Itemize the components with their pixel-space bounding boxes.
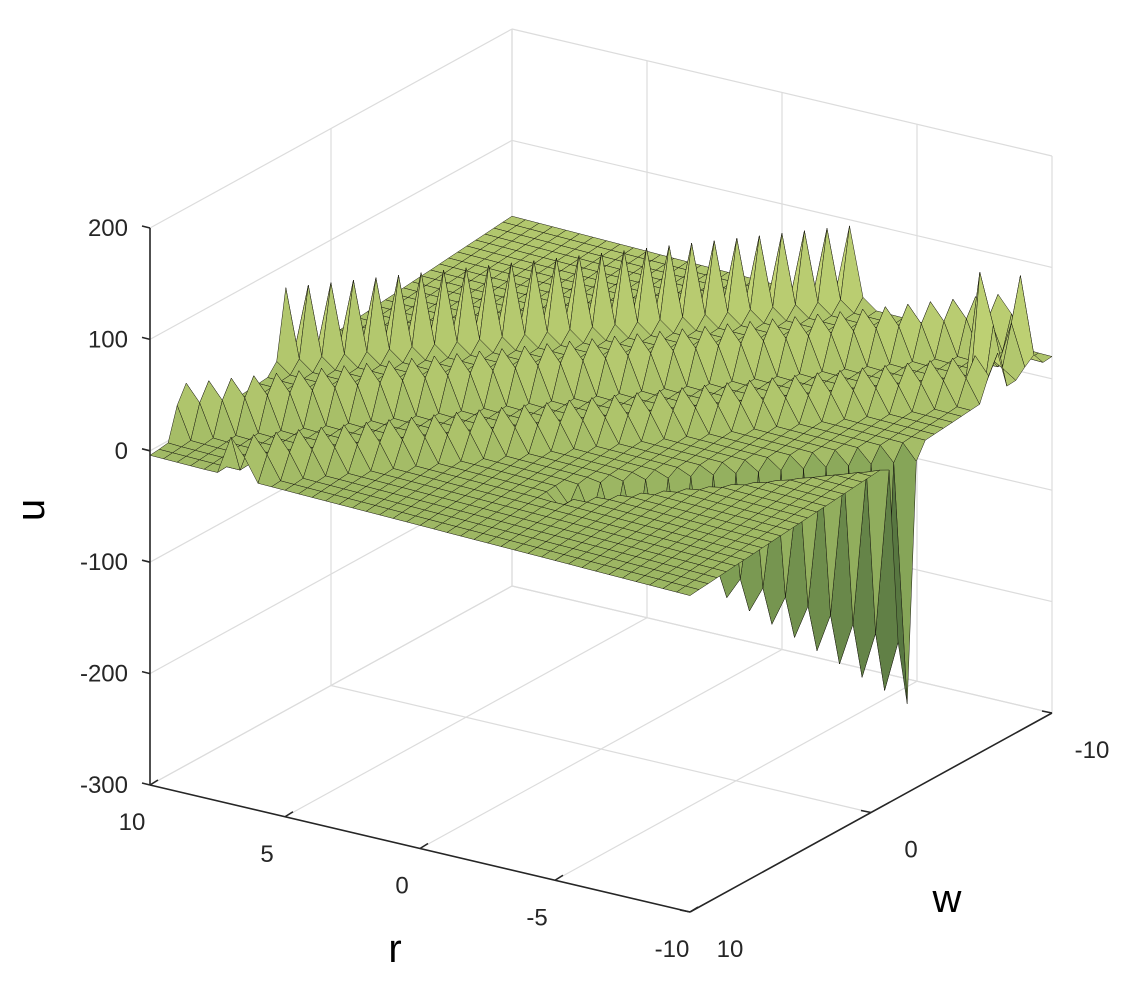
z-tick-label: 0 [115,438,128,465]
wall-grid-line [149,28,513,229]
x-tick-label: 5 [260,841,273,868]
x-axis-label: r [388,927,401,971]
z-tick-mark [141,782,151,786]
z-tick-label: 100 [88,326,128,353]
y-tick-mark [1041,710,1053,714]
floor-grid-line [330,684,872,814]
x-tick-label: -10 [655,936,690,963]
wall-grid-line [511,28,1053,157]
x-tick-mark [554,874,564,881]
x-tick-mark [284,811,294,818]
z-tick-label: 200 [88,215,128,242]
wall-grid-line [511,139,1053,268]
z-tick-label: -200 [80,661,128,688]
x-tick-label: 10 [119,809,146,836]
y-tick-label: 0 [904,837,917,864]
x-tick-mark [689,906,699,913]
surface [149,215,1053,704]
z-axis-label: u [9,499,53,521]
wall-grid-line [149,585,513,786]
z-tick-mark [141,225,151,229]
surface-patch [276,287,300,376]
y-tick-label: 10 [717,936,744,963]
x-tick-label: 0 [395,873,408,900]
wall-grid-line [511,585,1053,714]
z-tick-mark [141,559,151,563]
y-axis-label: w [932,877,962,921]
z-tick-mark [141,336,151,341]
y-tick-label: -10 [1075,737,1110,764]
z-tick-label: -100 [80,549,128,576]
x-tick-mark [149,779,159,786]
z-tick-label: -300 [80,772,128,799]
axes [141,225,1053,913]
y-tick-mark [860,809,872,814]
z-tick-mark [141,448,151,452]
surface-patch [675,585,700,596]
wall-grid-line [149,139,513,340]
x-tick-label: -5 [526,904,547,931]
x-tick-mark [419,842,429,850]
y-tick-mark [679,909,691,913]
z-tick-mark [141,670,151,675]
